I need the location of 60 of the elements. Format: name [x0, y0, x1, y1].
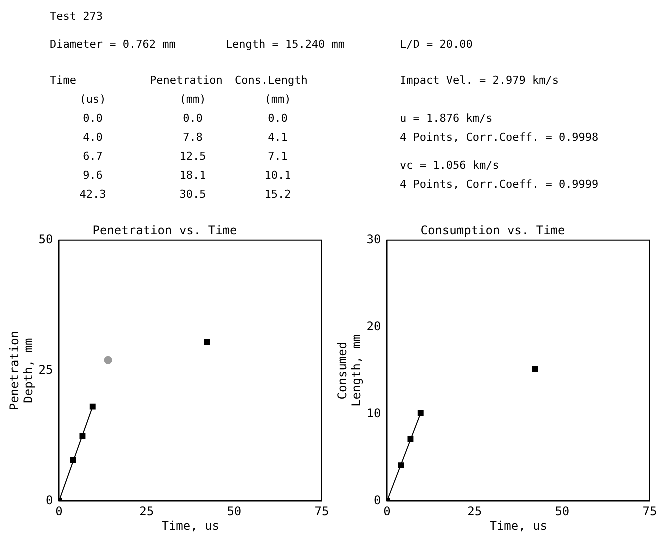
- y-axis-title: Penetration Depth, mm: [7, 331, 36, 411]
- text: 4 Points, Corr.Coeff. = 0.9999: [400, 178, 599, 191]
- text: 4.0: [82, 131, 104, 144]
- point: [408, 436, 414, 442]
- point: [532, 366, 538, 372]
- text: Diameter = 0.762 mm: [50, 38, 176, 51]
- point: [80, 433, 86, 439]
- text: 7.1: [267, 150, 289, 163]
- text: 0.0: [267, 112, 289, 125]
- x-tick-label: 50: [555, 504, 570, 519]
- text: Penetration: [150, 74, 223, 87]
- x-tick-label: 25: [468, 504, 482, 519]
- text: 18.1: [178, 169, 208, 182]
- text: 42.3: [78, 188, 108, 201]
- y-tick-label: 50: [38, 232, 54, 247]
- text: Length = 15.240 mm: [226, 38, 346, 51]
- point: [70, 458, 76, 464]
- text: 30.5: [178, 188, 208, 201]
- text: Impact Vel. = 2.979 km/s: [400, 74, 559, 87]
- text: 0.0: [82, 112, 104, 125]
- text: 12.5: [178, 150, 208, 163]
- text: L/D = 20.00: [400, 38, 473, 51]
- text: (us): [78, 93, 108, 106]
- text: 0.0: [182, 112, 204, 125]
- x-tick-label: 75: [642, 504, 658, 519]
- text: 15.2: [264, 188, 292, 201]
- text: vc = 1.056 km/s: [400, 158, 500, 172]
- y-tick-label: 25: [38, 362, 54, 377]
- text: 4.1: [267, 131, 289, 144]
- text: Cons.Length: [235, 74, 308, 87]
- point: [204, 339, 210, 346]
- point: [90, 404, 96, 410]
- x-axis-title: Time, us: [162, 518, 220, 533]
- text: Test 273: [50, 10, 103, 23]
- x-tick-label: 0: [56, 504, 63, 519]
- text: (mm): [178, 93, 208, 106]
- text: 10.1: [264, 169, 292, 182]
- point: [104, 356, 112, 364]
- chart-title: Consumption vs. Time: [420, 223, 566, 238]
- chart-title: Penetration vs. Time: [92, 223, 238, 238]
- x-tick-label: 75: [314, 504, 330, 519]
- y-tick-label: 30: [366, 232, 382, 247]
- x-axis-title: Time, us: [490, 518, 548, 533]
- text: 9.6: [82, 169, 104, 182]
- text: Time: [50, 74, 76, 87]
- text: 6.7: [82, 150, 104, 163]
- text: (mm): [264, 93, 292, 106]
- y-tick-label: 0: [374, 493, 382, 508]
- x-tick-label: 25: [140, 504, 154, 519]
- point: [418, 410, 424, 416]
- y-tick-label: 20: [366, 319, 382, 334]
- y-axis-title: Consumed Length, mm: [335, 334, 364, 407]
- x-tick-label: 50: [227, 504, 242, 519]
- point: [398, 462, 404, 469]
- x-tick-label: 0: [384, 504, 391, 519]
- text: 4 Points, Corr.Coeff. = 0.9998: [400, 131, 599, 144]
- text: 7.8: [182, 131, 204, 144]
- text: u = 1.876 km/s: [400, 112, 493, 125]
- y-tick-label: 10: [366, 406, 382, 420]
- y-tick-label: 0: [46, 493, 54, 508]
